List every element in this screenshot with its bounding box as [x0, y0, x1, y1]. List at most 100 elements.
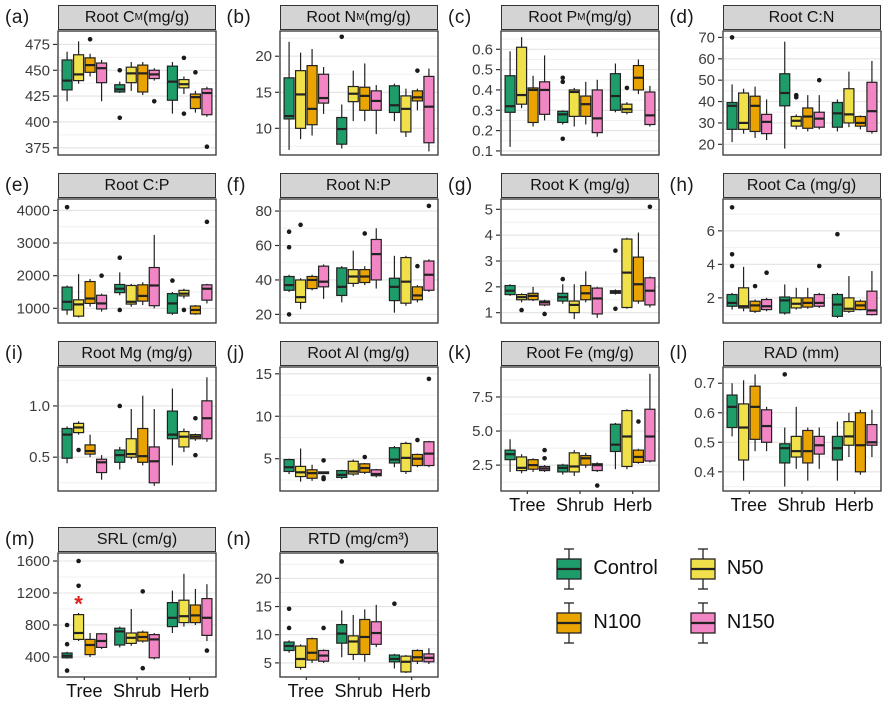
outlier-point [205, 220, 210, 225]
box-n150-shrub [592, 90, 602, 133]
box-n50-tree [295, 646, 305, 667]
box-n50-tree [295, 71, 305, 129]
box-control-herb [389, 278, 399, 300]
outlier-point [648, 204, 653, 209]
panel-label: (f) [227, 175, 246, 197]
box-n100-tree [750, 386, 760, 439]
box-control-tree [727, 395, 737, 427]
outlier-point [595, 483, 600, 488]
box-n100-herb [190, 605, 200, 623]
outlier-point [793, 95, 798, 100]
y-tick-label: 0.3 [472, 102, 493, 119]
legend-key-icon [554, 546, 584, 592]
outlier-point [321, 458, 326, 463]
outlier-point [65, 623, 70, 628]
y-tick-label: 15 [255, 84, 272, 101]
legend-label: N50 [727, 557, 764, 580]
box-control-tree [62, 287, 72, 310]
outlier-point [298, 223, 303, 228]
y-tick-label: 425 [25, 88, 50, 105]
outlier-point [140, 666, 145, 671]
y-tick-label: 6 [706, 223, 714, 240]
y-tick-label: 0.5 [694, 434, 715, 451]
box-n50-tree [738, 404, 748, 460]
box-n50-herb [400, 258, 410, 304]
y-tick-label: 10 [255, 120, 272, 137]
box-n150-tree [97, 63, 107, 83]
panel-title-strip: Root C:N [723, 5, 881, 30]
box-n50-tree [74, 615, 84, 640]
box-n100-tree [528, 88, 538, 123]
outlier-point [117, 116, 122, 121]
y-tick-label: 1600 [17, 553, 50, 570]
box-n50-herb [843, 422, 853, 446]
outlier-point [636, 419, 641, 424]
outlier-point [816, 264, 821, 269]
box-n100-shrub [581, 96, 591, 116]
y-tick-label: 20 [255, 48, 272, 65]
outlier-point [286, 626, 291, 631]
box-n100-herb [633, 257, 643, 301]
outlier-point [152, 99, 157, 104]
box-n150-herb [423, 76, 433, 142]
panel-title-strip: RTD (mg/cm³) [280, 527, 438, 552]
outlier-point [625, 86, 630, 91]
box-n50-herb [179, 600, 189, 622]
box-n100-tree [85, 282, 95, 304]
panel-label: (a) [5, 7, 30, 29]
box-n150-tree [540, 82, 550, 115]
box-n150-tree [318, 266, 328, 287]
y-tick-label: 20 [255, 306, 272, 323]
panel-title-strip: Root C:P [58, 173, 216, 198]
box-control-shrub [336, 268, 346, 296]
y-tick-label: 2 [485, 279, 493, 296]
box-control-tree [62, 60, 72, 90]
outlier-point [415, 264, 420, 269]
box-n150-shrub [592, 288, 602, 314]
outlier-point [117, 404, 122, 409]
outlier-point [286, 607, 291, 612]
box-control-herb [610, 74, 620, 111]
outlier-point [182, 111, 187, 116]
y-tick-label: 3 [485, 253, 493, 270]
y-tick-label: 2.5 [472, 457, 493, 474]
outlier-point [205, 144, 210, 149]
panel-title-strip: Root Ca (mg/g) [723, 173, 881, 198]
outlier-point [65, 642, 70, 647]
y-tick-label: 20 [255, 570, 272, 587]
legend-key-icon [688, 546, 718, 592]
panel-title-strip: Root K (mg/g) [501, 173, 659, 198]
y-tick-label: 10 [255, 627, 272, 644]
box-control-shrub [558, 111, 568, 122]
box-n100-tree [750, 96, 760, 131]
x-axis-label-herb: Herb [606, 495, 659, 516]
x-axis-label-shrub: Shrub [554, 495, 607, 516]
outlier-point [415, 438, 420, 443]
outlier-point [542, 312, 547, 317]
box-control-herb [389, 86, 399, 113]
y-tick-label: 1200 [17, 585, 50, 602]
box-control-tree [727, 295, 737, 307]
box-control-tree [62, 428, 72, 458]
y-tick-label: 60 [698, 51, 715, 68]
box-n100-tree [85, 445, 95, 454]
panel-title-strip: RAD (mm) [723, 341, 881, 366]
x-axis-label-herb: Herb [828, 495, 881, 516]
outlier-point [182, 56, 187, 61]
y-tick-label: 450 [25, 62, 50, 79]
box-n50-tree [295, 280, 305, 302]
outlier-point [764, 270, 769, 275]
box-n50-shrub [569, 453, 579, 472]
outlier-point [193, 416, 198, 421]
panel-label: (d) [670, 7, 695, 29]
box-n100-herb [412, 454, 422, 465]
panel-label: (h) [670, 175, 695, 197]
box-n100-shrub [138, 285, 148, 301]
x-axis-label-tree: Tree [723, 495, 776, 516]
legend-item-control: Control [554, 546, 657, 592]
